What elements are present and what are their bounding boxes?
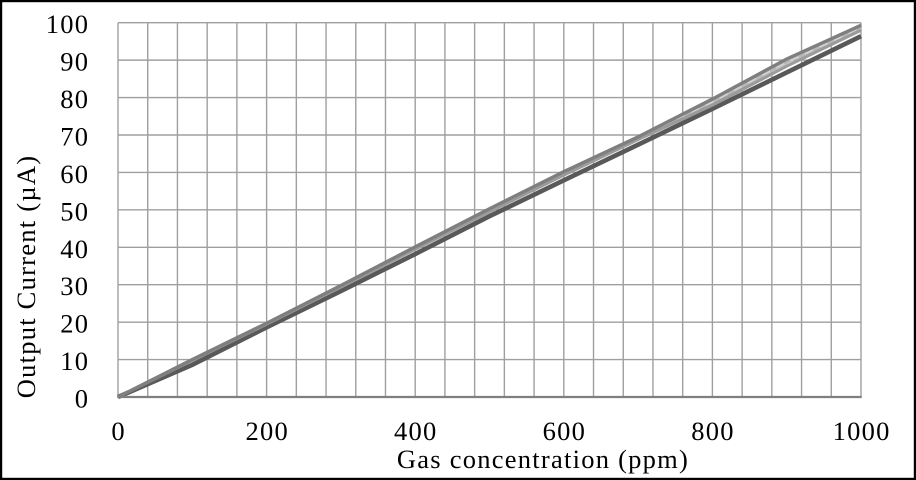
svg-text:600: 600 (543, 416, 587, 446)
svg-text:200: 200 (245, 416, 289, 446)
svg-text:0: 0 (75, 384, 90, 414)
svg-text:100: 100 (46, 9, 90, 39)
svg-text:60: 60 (60, 159, 89, 189)
svg-text:400: 400 (394, 416, 438, 446)
svg-text:Gas concentration (ppm): Gas concentration (ppm) (397, 444, 689, 474)
svg-text:80: 80 (60, 84, 89, 114)
svg-text:0: 0 (111, 416, 126, 446)
svg-text:50: 50 (60, 196, 89, 226)
svg-text:90: 90 (60, 47, 89, 77)
svg-text:1000: 1000 (833, 416, 891, 446)
svg-text:30: 30 (60, 271, 89, 301)
svg-text:40: 40 (60, 234, 89, 264)
svg-text:10: 10 (60, 346, 89, 376)
svg-text:70: 70 (60, 121, 89, 151)
svg-text:Output Current (µA): Output Current (µA) (11, 155, 41, 399)
svg-text:800: 800 (691, 416, 735, 446)
svg-text:20: 20 (60, 309, 89, 339)
